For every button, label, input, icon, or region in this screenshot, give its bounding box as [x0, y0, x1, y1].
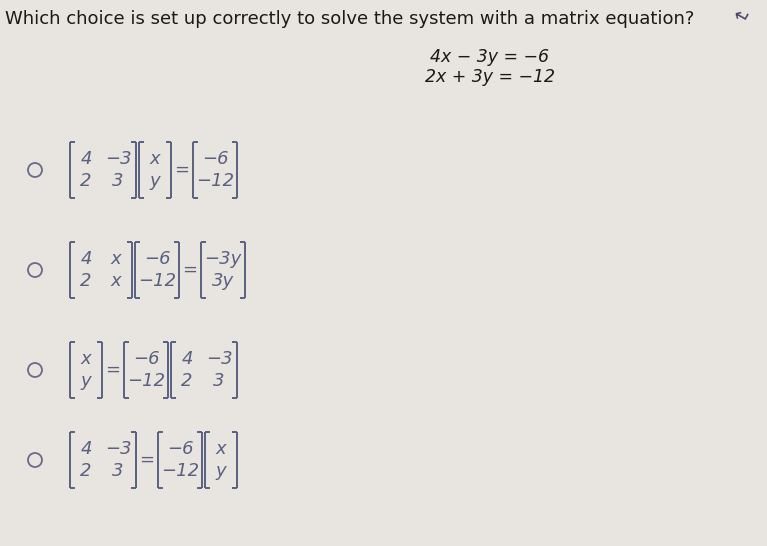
Text: −6: −6	[202, 150, 229, 168]
Text: 3: 3	[213, 372, 225, 390]
Text: x: x	[81, 350, 91, 368]
Text: =: =	[140, 451, 154, 469]
Text: −6: −6	[133, 350, 160, 368]
Text: 3y: 3y	[212, 272, 234, 290]
Text: −12: −12	[196, 172, 234, 190]
Text: x: x	[216, 440, 226, 458]
Text: −12: −12	[138, 272, 176, 290]
Text: −3: −3	[206, 350, 232, 368]
Text: Which choice is set up correctly to solve the system with a matrix equation?: Which choice is set up correctly to solv…	[5, 10, 694, 28]
Text: 2: 2	[81, 172, 92, 190]
Text: =: =	[175, 161, 189, 179]
Text: 4: 4	[81, 150, 92, 168]
Text: 4: 4	[81, 440, 92, 458]
Text: −12: −12	[127, 372, 165, 390]
Text: 4: 4	[181, 350, 193, 368]
Text: −3y: −3y	[204, 250, 242, 268]
Text: −6: −6	[166, 440, 193, 458]
Text: −6: −6	[143, 250, 170, 268]
Text: −3: −3	[104, 440, 131, 458]
Text: x: x	[110, 250, 121, 268]
Text: 4: 4	[81, 250, 92, 268]
Text: −3: −3	[104, 150, 131, 168]
Text: 2: 2	[181, 372, 193, 390]
Text: y: y	[81, 372, 91, 390]
Text: =: =	[183, 261, 197, 279]
Text: y: y	[216, 462, 226, 480]
Text: −12: −12	[161, 462, 199, 480]
Text: y: y	[150, 172, 160, 190]
Text: 2: 2	[81, 272, 92, 290]
Text: x: x	[110, 272, 121, 290]
Text: 2x + 3y = −12: 2x + 3y = −12	[425, 68, 555, 86]
Text: 3: 3	[112, 462, 123, 480]
Text: =: =	[106, 361, 120, 379]
Text: 4x − 3y = −6: 4x − 3y = −6	[430, 48, 549, 66]
Text: 2: 2	[81, 462, 92, 480]
Text: ↵: ↵	[728, 5, 752, 29]
Text: 3: 3	[112, 172, 123, 190]
Text: x: x	[150, 150, 160, 168]
